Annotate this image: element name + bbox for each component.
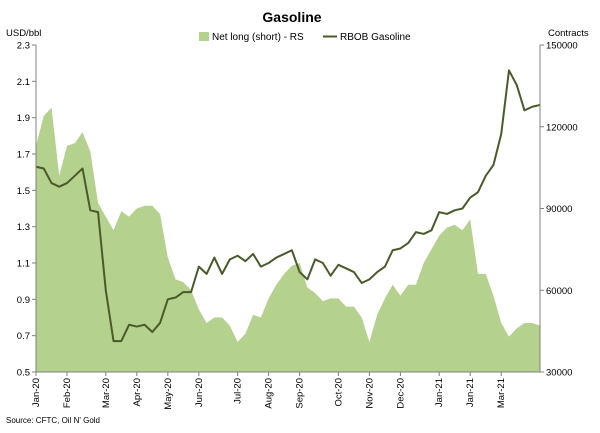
right-tick-label: 120000 [546, 122, 578, 133]
left-tick-label: 1.9 [17, 113, 30, 124]
x-tick-label: Dec-20 [395, 378, 406, 409]
x-tick-label: Sep-20 [295, 378, 306, 409]
source-note: Source: CFTC, Oil N' Gold [6, 416, 100, 425]
rbob-gasoline-line [35, 69, 541, 343]
left-tick-label: 1.1 [17, 259, 30, 270]
x-tick-label: Oct-20 [333, 378, 344, 407]
right-tick-label: 30000 [546, 368, 572, 379]
left-tick-label: 2.3 [17, 41, 30, 52]
right-axis-ticks: 30000 60000 90000 120000 150000 [540, 41, 578, 379]
net-long-area [36, 107, 540, 373]
legend: Net long (short) - RS RBOB Gasoline [199, 32, 411, 43]
rbob-line-layer [35, 69, 541, 343]
x-tick-label: Apr-20 [132, 378, 143, 407]
left-axis-unit: USD/bbl [6, 28, 41, 39]
x-tick-label: Jan-21 [434, 378, 445, 407]
right-tick-label: 90000 [546, 204, 572, 215]
x-tick-label: Aug-20 [264, 378, 275, 409]
x-tick-label: Mar-20 [101, 378, 112, 408]
chart-title: Gasoline [262, 9, 321, 25]
right-tick-label: 60000 [546, 286, 572, 297]
left-axis-ticks: 0.5 0.7 0.9 1.1 1.3 1.5 1.7 1.9 2.1 2.3 [17, 41, 36, 379]
x-tick-label: Mar-21 [496, 378, 507, 408]
legend-swatch-net-long [199, 32, 209, 41]
x-tick-label: Jun-20 [194, 378, 205, 407]
left-tick-label: 1.7 [17, 150, 30, 161]
left-tick-label: 2.1 [17, 77, 30, 88]
right-tick-label: 150000 [546, 41, 578, 52]
x-axis-ticks: Jan-20 Feb-20 Mar-20 Apr-20 May-20 Jun-20 Jul-… [31, 372, 507, 410]
x-tick-label: May-20 [163, 378, 174, 410]
x-tick-label: Feb-20 [62, 378, 73, 408]
x-tick-label: Jan-20 [31, 378, 42, 407]
left-tick-label: 0.7 [17, 331, 30, 342]
left-tick-label: 1.5 [17, 186, 30, 197]
legend-label-rbob: RBOB Gasoline [340, 32, 411, 43]
net-long-area-layer [36, 107, 540, 373]
left-tick-label: 1.3 [17, 222, 30, 233]
legend-label-net-long: Net long (short) - RS [212, 32, 304, 43]
x-tick-label: Jan-21 [465, 378, 476, 407]
left-tick-label: 0.9 [17, 295, 30, 306]
x-tick-label: Jul-20 [233, 378, 244, 404]
right-axis-unit: Contracts [548, 28, 589, 39]
x-tick-label: Nov-20 [364, 378, 375, 409]
left-tick-label: 0.5 [17, 368, 30, 379]
